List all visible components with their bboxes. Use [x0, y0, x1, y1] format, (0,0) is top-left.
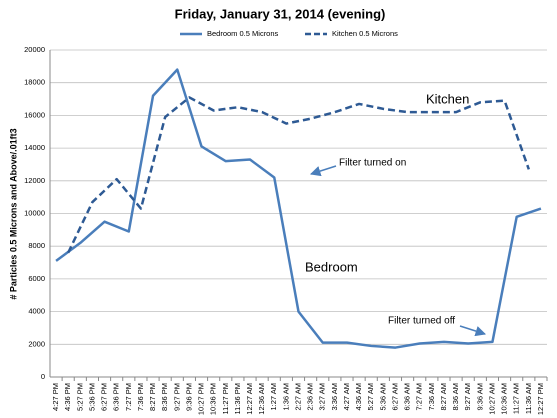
x-tick-label: 8:27 AM [439, 383, 448, 411]
x-tick-label: 10:36 AM [500, 383, 509, 415]
x-tick-label: 4:27 AM [342, 383, 351, 411]
x-tick-label: 12:36 AM [257, 383, 266, 415]
x-tick-label: 4:27 PM [51, 383, 60, 411]
y-tick-label: 16000 [24, 110, 45, 119]
y-tick-label: 10000 [24, 208, 45, 217]
legend-label: Bedroom 0.5 Microns [207, 29, 279, 38]
annotation: Filter turned on [339, 158, 406, 169]
y-tick-label: 4000 [28, 307, 45, 316]
x-tick-label: 6:27 PM [100, 383, 109, 411]
x-tick-label: 8:36 AM [451, 383, 460, 411]
x-tick-label: 10:27 PM [197, 383, 206, 415]
x-tick-label: 7:36 AM [427, 383, 436, 411]
annotation: Bedroom [305, 259, 358, 274]
x-tick-label: 5:36 AM [378, 383, 387, 411]
x-tick-label: 10:36 PM [209, 383, 218, 415]
x-tick-label: 5:27 PM [75, 383, 84, 411]
x-tick-label: 5:27 AM [366, 383, 375, 411]
x-tick-label: 5:36 PM [87, 383, 96, 411]
legend-label: Kitchen 0.5 Microns [332, 29, 398, 38]
x-tick-label: 12:27 AM [245, 383, 254, 415]
x-tick-label: 9:27 PM [172, 383, 181, 411]
y-tick-label: 2000 [28, 339, 45, 348]
x-tick-label: 7:36 PM [136, 383, 145, 411]
x-tick-label: 11:36 AM [524, 383, 533, 414]
x-tick-label: 10:27 AM [487, 383, 496, 415]
series-line [55, 68, 542, 349]
y-tick-label: 8000 [28, 241, 45, 250]
x-tick-label: 4:36 PM [63, 383, 72, 411]
x-tick-label: 7:27 PM [124, 383, 133, 411]
x-tick-label: 6:36 PM [112, 383, 121, 411]
x-tick-label: 3:27 AM [318, 383, 327, 411]
x-tick-label: 8:36 PM [160, 383, 169, 411]
y-tick-label: 20000 [24, 45, 45, 54]
x-tick-label: 12:27 PM [536, 383, 545, 415]
x-tick-label: 9:27 AM [463, 383, 472, 411]
series-line [67, 96, 530, 254]
x-tick-label: 1:27 AM [269, 383, 278, 411]
x-tick-label: 1:36 AM [281, 383, 290, 411]
x-tick-label: 11:27 PM [221, 383, 230, 415]
x-tick-label: 8:27 PM [148, 383, 157, 411]
x-tick-label: 6:36 AM [403, 383, 412, 411]
y-tick-label: 0 [41, 372, 45, 381]
annotation: Kitchen [426, 91, 469, 106]
y-tick-label: 18000 [24, 78, 45, 87]
y-tick-label: 6000 [28, 274, 45, 283]
x-tick-label: 2:36 AM [306, 383, 315, 411]
x-tick-label: 7:27 AM [415, 383, 424, 411]
x-tick-label: 11:36 PM [233, 383, 242, 415]
chart-title: Friday, January 31, 2014 (evening) [175, 6, 386, 21]
x-tick-label: 9:36 AM [475, 383, 484, 411]
x-tick-label: 11:27 AM [512, 383, 521, 414]
arrow [309, 165, 337, 177]
x-tick-label: 4:36 AM [354, 383, 363, 411]
y-tick-label: 14000 [24, 143, 45, 152]
annotation: Filter turned off [388, 316, 455, 327]
arrow [459, 325, 487, 337]
x-tick-label: 6:27 AM [390, 383, 399, 411]
x-tick-label: 9:36 PM [184, 383, 193, 411]
y-tick-label: 12000 [24, 176, 45, 185]
y-axis-label: # Particles 0.5 Microns and Above/.01ft3 [8, 128, 18, 299]
x-tick-label: 3:36 AM [330, 383, 339, 411]
x-tick-label: 2:27 AM [293, 383, 302, 411]
